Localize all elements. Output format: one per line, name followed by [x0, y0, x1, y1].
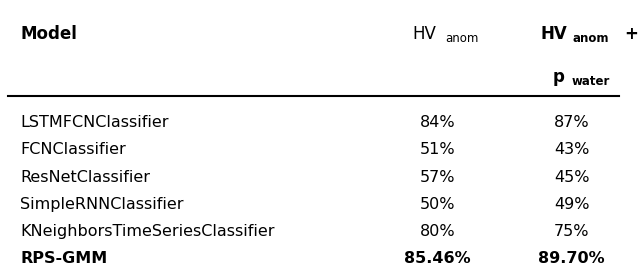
Text: RPS-GMM: RPS-GMM [20, 251, 108, 266]
Text: ResNetClassifier: ResNetClassifier [20, 170, 150, 185]
Text: HV: HV [413, 25, 436, 43]
Text: 51%: 51% [420, 142, 456, 157]
Text: 85.46%: 85.46% [404, 251, 471, 266]
Text: anom: anom [573, 32, 609, 45]
Text: 89.70%: 89.70% [538, 251, 605, 266]
Text: water: water [572, 75, 610, 88]
Text: Model: Model [20, 25, 77, 43]
Text: 49%: 49% [554, 197, 589, 212]
Text: 50%: 50% [420, 197, 456, 212]
Text: 75%: 75% [554, 224, 589, 239]
Text: 45%: 45% [554, 170, 589, 185]
Text: anom: anom [445, 32, 479, 45]
Text: 87%: 87% [554, 115, 589, 130]
Text: 57%: 57% [420, 170, 456, 185]
Text: 43%: 43% [554, 142, 589, 157]
Text: KNeighborsTimeSeriesClassifier: KNeighborsTimeSeriesClassifier [20, 224, 275, 239]
Text: FCNClassifier: FCNClassifier [20, 142, 126, 157]
Text: SimpleRNNClassifier: SimpleRNNClassifier [20, 197, 184, 212]
Text: LSTMFCNClassifier: LSTMFCNClassifier [20, 115, 168, 130]
Text: 84%: 84% [420, 115, 456, 130]
Text: p: p [553, 68, 565, 86]
Text: HV: HV [541, 25, 567, 43]
Text: +: + [625, 25, 639, 43]
Text: 80%: 80% [420, 224, 456, 239]
